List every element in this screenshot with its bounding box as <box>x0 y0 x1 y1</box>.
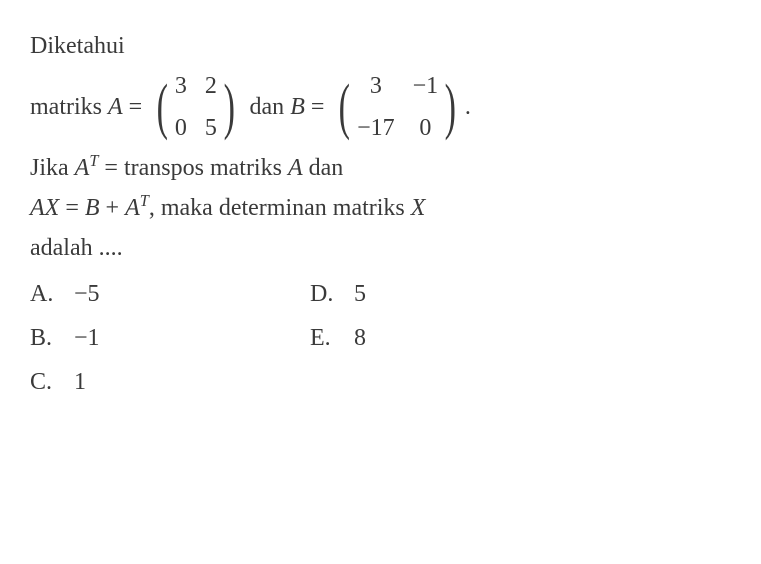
cell-a22: 5 <box>205 110 217 146</box>
option-E: E. 8 <box>310 320 570 356</box>
option-A-value: −5 <box>74 276 100 312</box>
paren-right-icon: ) <box>224 76 235 138</box>
option-A: A. −5 <box>30 276 310 312</box>
cell-b12: −1 <box>413 68 439 104</box>
option-B-letter: B. <box>30 320 74 356</box>
var-A-trans-2: AT <box>125 190 149 226</box>
paren-left-icon: ( <box>157 76 168 138</box>
var-X: X <box>411 190 426 226</box>
cell-a21: 0 <box>175 110 187 146</box>
equals-2: = <box>305 89 331 125</box>
text-dan: dan <box>244 89 291 125</box>
matrix-B-col-1: 3 −17 <box>357 68 395 146</box>
equals-1: = <box>123 89 149 125</box>
cell-b11: 3 <box>370 68 382 104</box>
option-B-value: −1 <box>74 320 100 356</box>
var-A-base: A <box>75 155 90 181</box>
option-A-letter: A. <box>30 276 74 312</box>
text-dan-2: dan <box>303 150 344 186</box>
options-grid: A. −5 D. 5 B. −1 E. 8 C. 1 <box>30 276 731 400</box>
text-maka: , maka determinan matriks <box>149 190 411 226</box>
option-C-letter: C. <box>30 364 74 400</box>
line-5: adalah .... <box>30 230 731 266</box>
cell-a11: 3 <box>175 68 187 104</box>
matrix-A-col-2: 2 5 <box>205 68 217 146</box>
matrix-B-col-2: −1 0 <box>413 68 439 146</box>
line-4: AX = B + AT , maka determinan matriks X <box>30 190 731 226</box>
period: . <box>465 89 471 125</box>
superscript-T-2: T <box>140 191 149 210</box>
matrix-A-cols: 3 0 2 5 <box>173 68 219 146</box>
matrix-A: ( 3 0 2 5 ) <box>152 68 239 146</box>
equals-3: = <box>59 190 85 226</box>
plus: + <box>100 190 126 226</box>
paren-right-icon: ) <box>445 76 456 138</box>
option-B: B. −1 <box>30 320 310 356</box>
var-A-2: A <box>288 150 303 186</box>
var-A: A <box>108 89 123 125</box>
text-jika: Jika <box>30 150 75 186</box>
text-matriks: matriks <box>30 89 108 125</box>
line-3: Jika AT = transpos matriks A dan <box>30 150 731 186</box>
matrix-B-cols: 3 −17 −1 0 <box>355 68 440 146</box>
line-2: matriks A = ( 3 0 2 5 ) dan B = ( 3 −17 <box>30 68 731 146</box>
var-B-2: B <box>85 190 100 226</box>
var-A-trans: AT <box>75 150 99 186</box>
text-transpos: = transpos matriks <box>98 150 288 186</box>
paren-left-icon: ( <box>339 76 350 138</box>
var-AX: AX <box>30 190 59 226</box>
var-A-base-2: A <box>125 195 140 221</box>
matrix-A-col-1: 3 0 <box>175 68 187 146</box>
cell-b21: −17 <box>357 110 395 146</box>
matrix-B: ( 3 −17 −1 0 ) <box>334 68 460 146</box>
superscript-T: T <box>89 151 98 170</box>
var-B: B <box>290 89 305 125</box>
option-D-value: 5 <box>354 276 366 312</box>
text-diketahui: Diketahui <box>30 28 125 64</box>
text-adalah: adalah .... <box>30 230 123 266</box>
option-D: D. 5 <box>310 276 570 312</box>
option-C: C. 1 <box>30 364 310 400</box>
cell-b22: 0 <box>419 110 431 146</box>
line-1: Diketahui <box>30 28 731 64</box>
option-C-value: 1 <box>74 364 86 400</box>
option-D-letter: D. <box>310 276 354 312</box>
cell-a12: 2 <box>205 68 217 104</box>
option-E-value: 8 <box>354 320 366 356</box>
option-E-letter: E. <box>310 320 354 356</box>
